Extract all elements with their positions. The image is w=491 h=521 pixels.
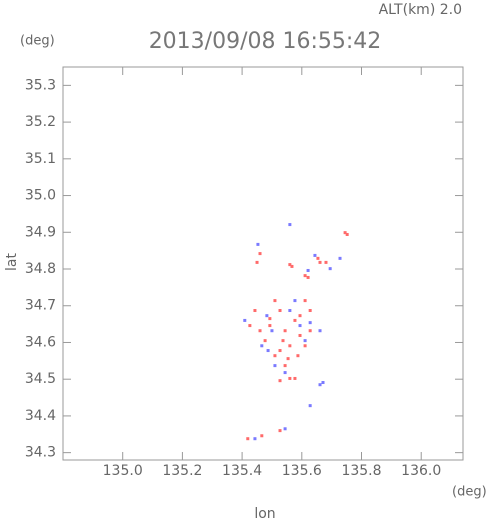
data-point — [308, 309, 312, 313]
y-tick-label: 35.3 — [25, 77, 56, 93]
data-point — [308, 404, 312, 408]
data-point — [268, 317, 272, 321]
data-point — [248, 324, 252, 328]
data-point — [318, 329, 322, 333]
data-point — [321, 381, 325, 385]
data-point — [298, 333, 302, 337]
data-point — [303, 339, 307, 343]
data-point — [288, 223, 292, 227]
data-point — [246, 437, 250, 441]
y-tick-label: 35.0 — [25, 188, 56, 204]
data-point — [283, 371, 287, 375]
data-point — [243, 318, 247, 322]
data-point — [263, 339, 267, 343]
data-point — [298, 324, 302, 328]
data-point — [258, 329, 262, 333]
chart-title: 2013/09/08 16:55:42 — [149, 29, 382, 54]
x-unit: (deg) — [452, 485, 487, 500]
data-point — [260, 344, 264, 348]
data-point — [283, 329, 287, 333]
x-tick-label: 136.0 — [401, 463, 441, 479]
data-point — [258, 252, 262, 256]
data-point — [296, 354, 300, 358]
data-point — [253, 309, 257, 313]
data-point — [303, 299, 307, 303]
data-point — [308, 321, 312, 325]
y-tick-label: 34.6 — [25, 334, 56, 350]
data-point — [345, 232, 349, 236]
data-point — [303, 274, 307, 278]
data-point — [256, 242, 260, 246]
x-tick-label: 135.0 — [103, 463, 143, 479]
plot-frame — [62, 66, 464, 461]
data-point — [265, 314, 269, 318]
data-point — [278, 379, 282, 383]
data-point — [308, 329, 312, 333]
y-tick-label: 34.7 — [25, 298, 56, 314]
y-axis-title: lat — [4, 253, 20, 271]
x-tick-label: 135.6 — [282, 463, 322, 479]
y-tick-label: 34.4 — [25, 408, 56, 424]
data-point — [338, 256, 342, 260]
data-point — [268, 324, 272, 328]
data-point — [298, 314, 302, 318]
data-point — [318, 260, 322, 264]
y-tick-label: 34.9 — [25, 224, 56, 240]
data-point — [273, 299, 277, 303]
data-point — [278, 309, 282, 313]
data-point — [278, 429, 282, 433]
data-point — [253, 437, 257, 441]
y-tick-label: 34.3 — [25, 445, 56, 461]
data-point — [273, 364, 277, 368]
data-point — [306, 268, 310, 272]
x-tick-label: 135.2 — [162, 463, 202, 479]
data-point — [288, 344, 292, 348]
data-point — [306, 275, 310, 279]
data-point — [290, 264, 294, 268]
x-axis-title: lon — [254, 506, 275, 521]
data-point — [324, 260, 328, 264]
data-point — [316, 256, 320, 260]
data-point — [260, 434, 264, 438]
y-tick-label: 34.8 — [25, 261, 56, 277]
data-point — [288, 263, 292, 267]
data-point — [343, 231, 347, 235]
data-point — [313, 253, 317, 257]
altitude-label: ALT(km) 2.0 — [379, 2, 462, 18]
data-point — [281, 339, 285, 343]
data-point — [273, 354, 277, 358]
data-point — [293, 376, 297, 380]
data-point — [283, 427, 287, 431]
y-tick-label: 35.2 — [25, 114, 56, 130]
data-point — [288, 376, 292, 380]
data-point — [303, 344, 307, 348]
data-point — [266, 349, 270, 353]
data-point — [270, 329, 274, 333]
data-point — [328, 267, 332, 271]
x-tick-label: 135.4 — [222, 463, 262, 479]
data-point — [278, 349, 282, 353]
data-point — [255, 260, 259, 264]
x-tick-label: 135.8 — [341, 463, 381, 479]
y-tick-label: 35.1 — [25, 151, 56, 167]
data-point — [293, 299, 297, 303]
data-point — [293, 318, 297, 322]
data-point — [286, 357, 290, 361]
y-tick-label: 34.5 — [25, 371, 56, 387]
data-point — [318, 383, 322, 387]
y-unit: (deg) — [20, 34, 55, 49]
data-point — [283, 364, 287, 368]
data-point — [288, 309, 292, 313]
